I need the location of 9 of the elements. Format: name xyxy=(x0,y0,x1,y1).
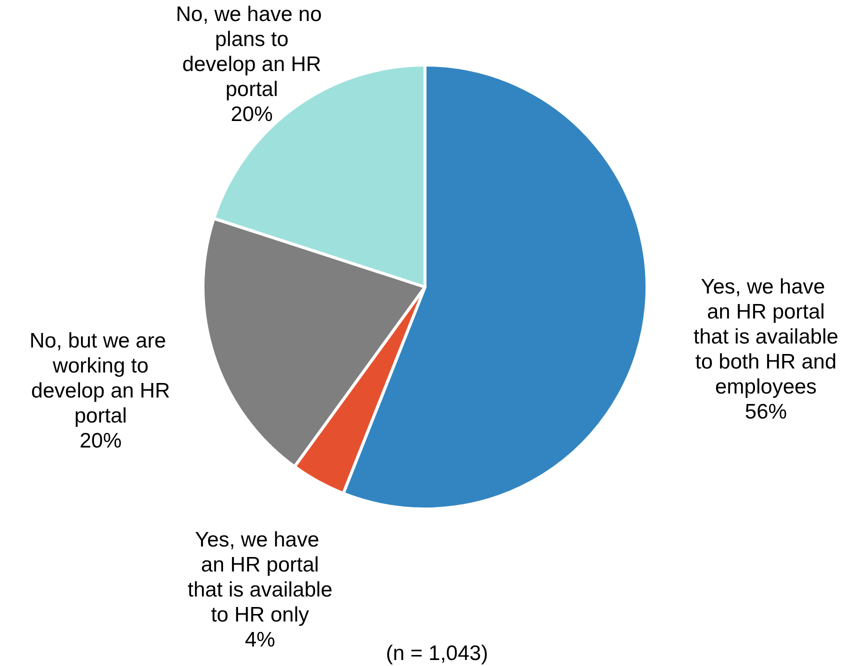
slice-label: No, we have no plans to develop an HR portal xyxy=(176,3,322,101)
text: (n = 1,043) xyxy=(386,642,488,665)
data-label: 4% xyxy=(238,628,276,652)
data-label: 56% xyxy=(739,400,787,424)
slice-label: No, but we are working to develop an HR portal xyxy=(25,330,170,428)
slice-label: Yes, we have an HR portal that is available to HR only xyxy=(182,528,332,627)
slice-label: Yes, we have an HR portal that is available to both HR and employees xyxy=(688,275,838,398)
data-label: 20% xyxy=(74,430,122,453)
data-label: 20% xyxy=(224,103,273,126)
